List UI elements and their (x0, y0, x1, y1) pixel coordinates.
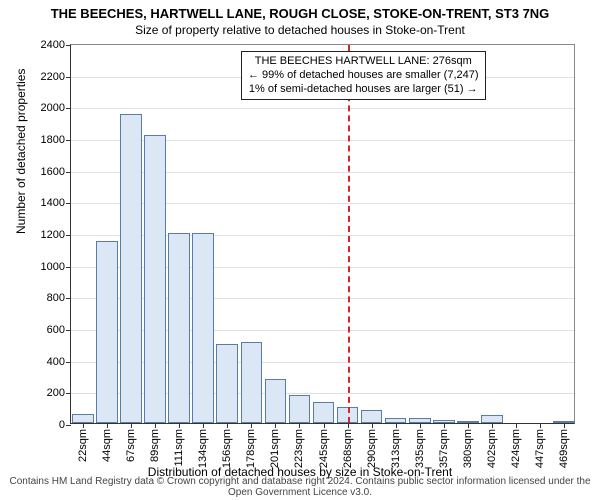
xtick-mark (420, 423, 421, 428)
ytick-mark (66, 298, 71, 299)
ytick-label: 1200 (41, 229, 65, 241)
xtick-mark (131, 423, 132, 428)
xtick-label: 67sqm (125, 429, 137, 462)
xtick-mark (540, 423, 541, 428)
histogram-bar (144, 135, 166, 423)
annotation-line: THE BEECHES HARTWELL LANE: 276sqm (248, 55, 479, 69)
footer-attribution: Contains HM Land Registry data © Crown c… (0, 476, 600, 498)
histogram-bar (265, 379, 287, 423)
xtick-label: 245sqm (318, 429, 330, 468)
ytick-label: 1000 (41, 261, 65, 273)
xtick-mark (155, 423, 156, 428)
annotation-box: THE BEECHES HARTWELL LANE: 276sqm← 99% o… (241, 51, 486, 100)
xtick-label: 223sqm (293, 429, 305, 468)
xtick-label: 402sqm (486, 429, 498, 468)
ytick-mark (66, 267, 71, 268)
xtick-label: 111sqm (173, 429, 185, 467)
ytick-mark (66, 393, 71, 394)
histogram-bar (168, 233, 190, 423)
xtick-mark (179, 423, 180, 428)
xtick-label: 268sqm (342, 429, 354, 468)
ytick-label: 800 (47, 292, 65, 304)
xtick-label: 469sqm (558, 429, 570, 468)
xtick-label: 201sqm (269, 429, 281, 468)
xtick-label: 424sqm (510, 429, 522, 468)
xtick-mark (324, 423, 325, 428)
ytick-mark (66, 362, 71, 363)
y-axis-label: Number of detached properties (14, 69, 28, 234)
xtick-mark (396, 423, 397, 428)
ytick-mark (66, 77, 71, 78)
xtick-label: 357sqm (438, 429, 450, 468)
ytick-label: 400 (47, 356, 65, 368)
chart-area: 0200400600800100012001400160018002000220… (70, 44, 575, 424)
ytick-label: 2400 (41, 39, 65, 51)
xtick-label: 380sqm (462, 429, 474, 468)
xtick-mark (227, 423, 228, 428)
xtick-mark (299, 423, 300, 428)
ytick-mark (66, 45, 71, 46)
ytick-mark (66, 140, 71, 141)
chart-title-sub: Size of property relative to detached ho… (0, 21, 600, 37)
xtick-label: 22sqm (77, 429, 89, 462)
ytick-mark (66, 172, 71, 173)
histogram-bar (96, 241, 118, 423)
histogram-bar (120, 114, 142, 423)
xtick-label: 156sqm (221, 429, 233, 468)
ytick-mark (66, 203, 71, 204)
xtick-mark (275, 423, 276, 428)
xtick-mark (492, 423, 493, 428)
xtick-label: 89sqm (149, 429, 161, 462)
gridline (71, 108, 574, 109)
chart-title-main: THE BEECHES, HARTWELL LANE, ROUGH CLOSE,… (0, 0, 600, 21)
histogram-bar (72, 414, 94, 424)
xtick-mark (203, 423, 204, 428)
ytick-label: 0 (59, 419, 65, 431)
histogram-bar (313, 402, 335, 423)
xtick-mark (468, 423, 469, 428)
xtick-mark (516, 423, 517, 428)
ytick-mark (66, 235, 71, 236)
property-marker-line (348, 45, 350, 423)
xtick-mark (83, 423, 84, 428)
ytick-label: 1800 (41, 134, 65, 146)
ytick-label: 2000 (41, 102, 65, 114)
histogram-bar (192, 233, 214, 423)
xtick-mark (372, 423, 373, 428)
ytick-label: 1400 (41, 197, 65, 209)
xtick-mark (107, 423, 108, 428)
xtick-label: 335sqm (414, 429, 426, 468)
xtick-label: 447sqm (534, 429, 546, 468)
xtick-label: 44sqm (101, 429, 113, 462)
xtick-mark (564, 423, 565, 428)
ytick-mark (66, 330, 71, 331)
ytick-label: 600 (47, 324, 65, 336)
xtick-label: 313sqm (390, 429, 402, 468)
ytick-label: 200 (47, 387, 65, 399)
xtick-mark (348, 423, 349, 428)
histogram-bar (289, 395, 311, 424)
histogram-bar (216, 344, 238, 423)
histogram-bar (241, 342, 263, 423)
xtick-label: 134sqm (197, 429, 209, 468)
annotation-line: ← 99% of detached houses are smaller (7,… (248, 69, 479, 83)
plot-region: 0200400600800100012001400160018002000220… (70, 44, 575, 424)
annotation-line: 1% of semi-detached houses are larger (5… (248, 83, 479, 97)
xtick-mark (251, 423, 252, 428)
histogram-bar (361, 410, 383, 423)
xtick-label: 290sqm (366, 429, 378, 468)
ytick-label: 2200 (41, 71, 65, 83)
ytick-label: 1600 (41, 166, 65, 178)
histogram-bar (481, 415, 503, 423)
xtick-label: 178sqm (245, 429, 257, 468)
ytick-mark (66, 425, 71, 426)
ytick-mark (66, 108, 71, 109)
xtick-mark (444, 423, 445, 428)
